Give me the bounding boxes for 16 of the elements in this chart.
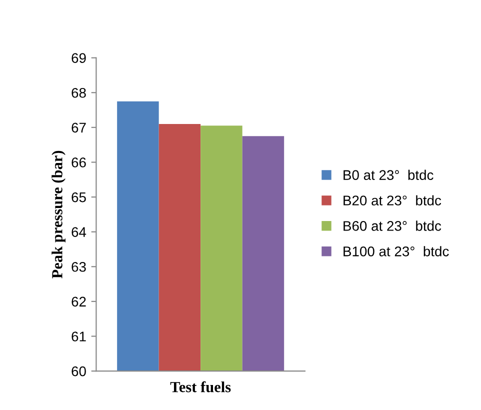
y-tick-label: 63 [72, 262, 86, 272]
legend-label: B100 at 23° btdc [344, 246, 449, 256]
legend-label: B60 at 23° btdc [344, 220, 442, 231]
y-tick-label: 61 [72, 332, 86, 342]
legend-label: B20 at 23° btdc [344, 195, 442, 206]
y-tick-label: 60 [72, 366, 86, 376]
y-tick-label: 66 [72, 158, 86, 168]
legend-label: B0 at 23° btdc [344, 170, 434, 180]
y-tick-label: 69 [72, 53, 86, 63]
y-tick-label: 64 [72, 227, 86, 237]
y-axis-title: Peak pressure (bar) [52, 150, 66, 278]
y-tick-label: 67 [72, 122, 86, 133]
y-tick-label: 65 [72, 192, 86, 202]
y-tick-label: 62 [72, 296, 86, 307]
y-tick-label: 68 [72, 88, 86, 98]
x-axis-title: Test fuels [170, 381, 231, 392]
